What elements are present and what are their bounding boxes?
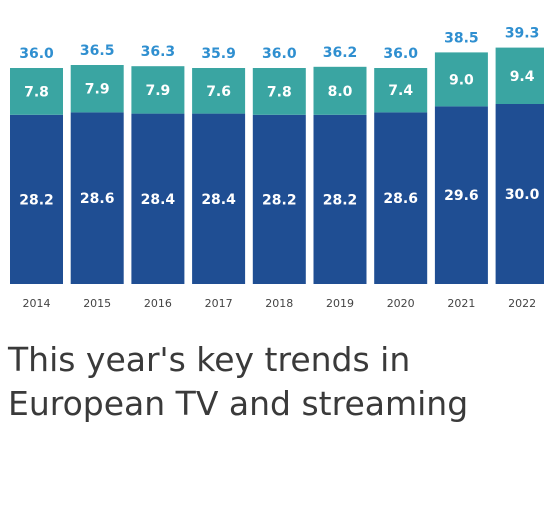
bar-segment-bottom-2022 [495, 104, 544, 284]
x-tick-label-2014: 2014 [23, 297, 51, 310]
bar-segment-top-2018 [252, 68, 306, 115]
total-label-2021: 38.5 [444, 30, 479, 46]
x-tick-label-2020: 2020 [387, 297, 415, 310]
bar-segment-bottom-2016 [131, 113, 185, 284]
top-value-label-2016: 7.9 [145, 83, 170, 99]
bar-segment-bottom-2014 [10, 114, 63, 284]
bar-segment-top-2022 [495, 47, 544, 104]
top-value-label-2020: 7.4 [388, 83, 413, 99]
top-value-label-2015: 7.9 [85, 82, 110, 98]
x-tick-label-2017: 2017 [205, 297, 233, 310]
total-label-2014: 36.0 [19, 46, 54, 62]
bottom-value-label-2022: 30.0 [505, 187, 540, 203]
stacked-bar-chart: 28.2 7.8 36.0 2014 28.6 7.9 36.5 2015 28.4 7.9 36.… [10, 26, 544, 310]
bar-segment-top-2016 [131, 66, 185, 114]
bar-segment-top-2021 [434, 52, 488, 107]
bar-segment-bottom-2021 [434, 106, 488, 285]
bar-segment-top-2017 [192, 68, 246, 114]
bar-segment-bottom-2019 [313, 114, 367, 284]
bar-segment-bottom-2020 [374, 112, 428, 285]
headline[interactable]: This year's key trends in European TV an… [8, 338, 536, 426]
headline-line-1: This year's key trends in [8, 340, 411, 379]
bottom-value-label-2015: 28.6 [80, 191, 115, 207]
total-label-2022: 39.3 [505, 26, 540, 42]
bar-segment-top-2015 [70, 65, 124, 113]
x-tick-label-2018: 2018 [265, 297, 293, 310]
bottom-value-label-2016: 28.4 [141, 192, 176, 208]
total-label-2020: 36.0 [383, 46, 418, 62]
total-label-2017: 35.9 [201, 46, 236, 62]
bottom-value-label-2014: 28.2 [19, 192, 54, 208]
bar-segment-bottom-2017 [192, 113, 246, 284]
total-label-2016: 36.3 [141, 44, 176, 60]
headline-line-2: European TV and streaming [8, 384, 469, 423]
bar-segment-top-2020 [374, 68, 428, 113]
total-label-2018: 36.0 [262, 46, 297, 62]
x-tick-label-2015: 2015 [83, 297, 111, 310]
bottom-value-label-2020: 28.6 [383, 191, 418, 207]
top-value-label-2022: 9.4 [510, 69, 535, 85]
top-value-label-2021: 9.0 [449, 72, 474, 88]
top-value-label-2018: 7.8 [267, 84, 292, 100]
x-tick-label-2016: 2016 [144, 297, 172, 310]
top-value-label-2017: 7.6 [206, 84, 231, 100]
top-value-label-2019: 8.0 [328, 84, 353, 100]
total-label-2019: 36.2 [323, 45, 358, 61]
bar-segment-top-2019 [313, 66, 367, 115]
bar-segment-bottom-2018 [252, 114, 306, 284]
total-label-2015: 36.5 [80, 43, 115, 59]
bottom-value-label-2021: 29.6 [444, 188, 479, 204]
bottom-value-label-2018: 28.2 [262, 192, 297, 208]
bar-segment-bottom-2015 [70, 112, 124, 285]
bottom-value-label-2017: 28.4 [201, 192, 236, 208]
x-tick-label-2019: 2019 [326, 297, 354, 310]
x-tick-label-2021: 2021 [447, 297, 475, 310]
top-value-label-2014: 7.8 [24, 84, 49, 100]
x-tick-label-2022: 2022 [508, 297, 536, 310]
bottom-value-label-2019: 28.2 [323, 192, 358, 208]
bar-segment-top-2014 [10, 68, 63, 115]
